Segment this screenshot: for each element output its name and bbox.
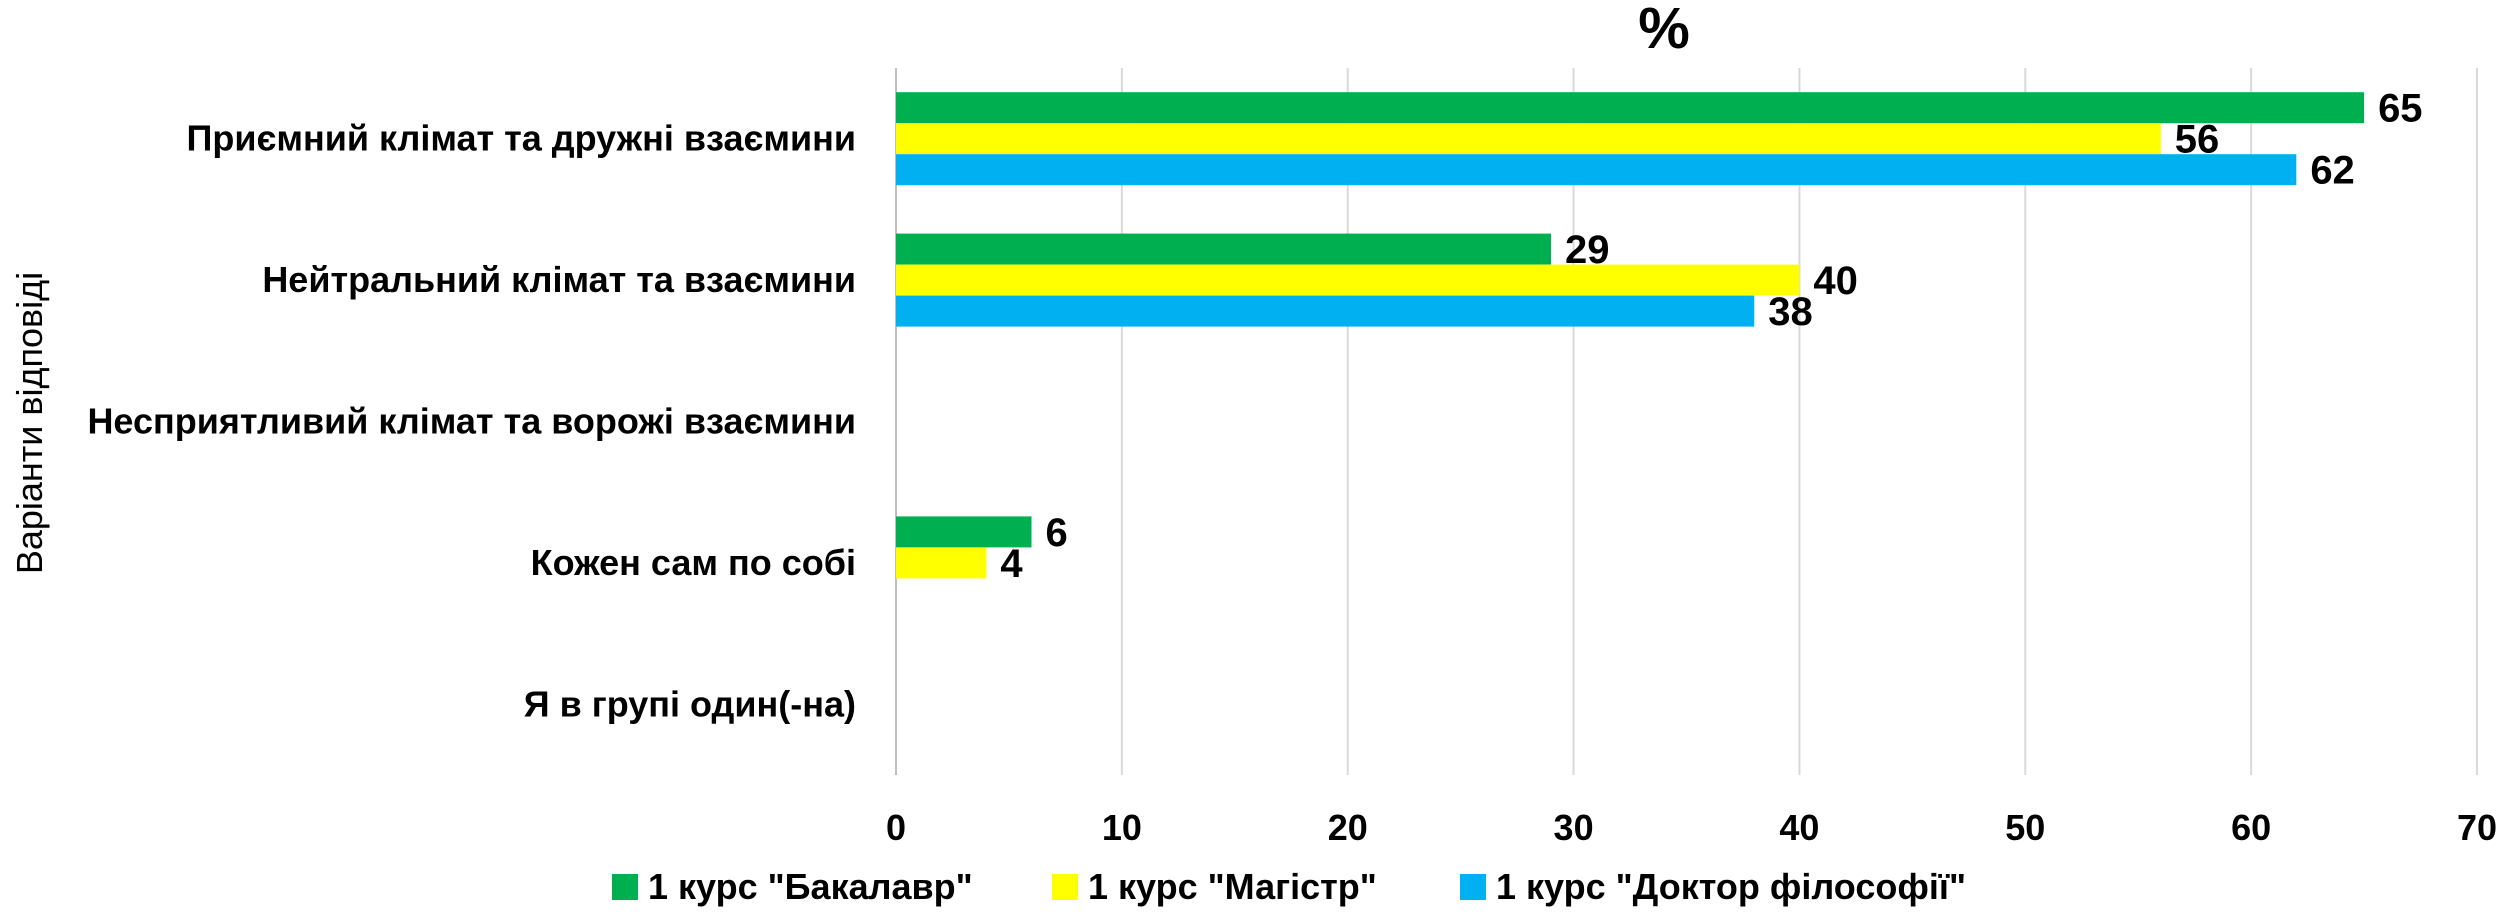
x-tick-label: 70 (2457, 807, 2497, 848)
legend-label: 1 курс "Доктор філософії" (1496, 866, 1966, 907)
chart-title: % (1638, 0, 1690, 61)
x-tick-label: 60 (2231, 807, 2271, 848)
bar (896, 516, 1032, 548)
data-label: 4 (1000, 542, 1023, 586)
data-label: 40 (1813, 259, 1858, 303)
bar (896, 92, 2365, 124)
bar (896, 295, 1755, 327)
legend-swatch (1052, 874, 1078, 900)
legend-label: 1 курс "Бакалавр" (648, 866, 973, 907)
bars (896, 92, 2365, 579)
data-label: 65 (2378, 87, 2423, 131)
bar (896, 154, 2297, 186)
legend-label: 1 курс "Магістр" (1088, 866, 1377, 907)
data-label: 56 (2175, 118, 2220, 162)
x-tick-label: 50 (2005, 807, 2045, 848)
data-label: 62 (2310, 149, 2355, 193)
bar (896, 547, 987, 579)
data-label: 6 (1046, 511, 1068, 555)
x-tick-label: 0 (886, 807, 906, 848)
bar (896, 264, 1800, 296)
x-tick-label: 10 (1102, 807, 1142, 848)
gridlines (895, 68, 2478, 775)
category-label: Несприятливий клімат та ворожі взаємини (87, 401, 856, 442)
legend: 1 курс "Бакалавр" 1 курс "Магістр" 1 курс … (612, 866, 1966, 907)
category-label: Кожен сам по собі (531, 542, 856, 583)
category-label: Приємний клімат та дружні взаємини (187, 118, 857, 159)
x-tick-label: 30 (1554, 807, 1594, 848)
data-label: 29 (1565, 228, 1610, 272)
x-tick-label: 40 (1779, 807, 1819, 848)
bar (896, 123, 2161, 155)
category-label: Нейтральний клімат та взаємини (262, 259, 856, 300)
y-axis-title: Варіанти відповіді (9, 272, 50, 574)
bar (896, 233, 1551, 265)
category-labels: Приємний клімат та дружні взаємини Нейтра… (87, 118, 856, 725)
x-tick-label: 20 (1328, 807, 1368, 848)
data-label: 38 (1768, 290, 1813, 334)
x-tick-labels: 0 10 20 30 40 50 60 70 (886, 807, 2497, 848)
category-label: Я в групі один(-на) (524, 683, 856, 724)
legend-swatch (1460, 874, 1486, 900)
legend-swatch (612, 874, 638, 900)
